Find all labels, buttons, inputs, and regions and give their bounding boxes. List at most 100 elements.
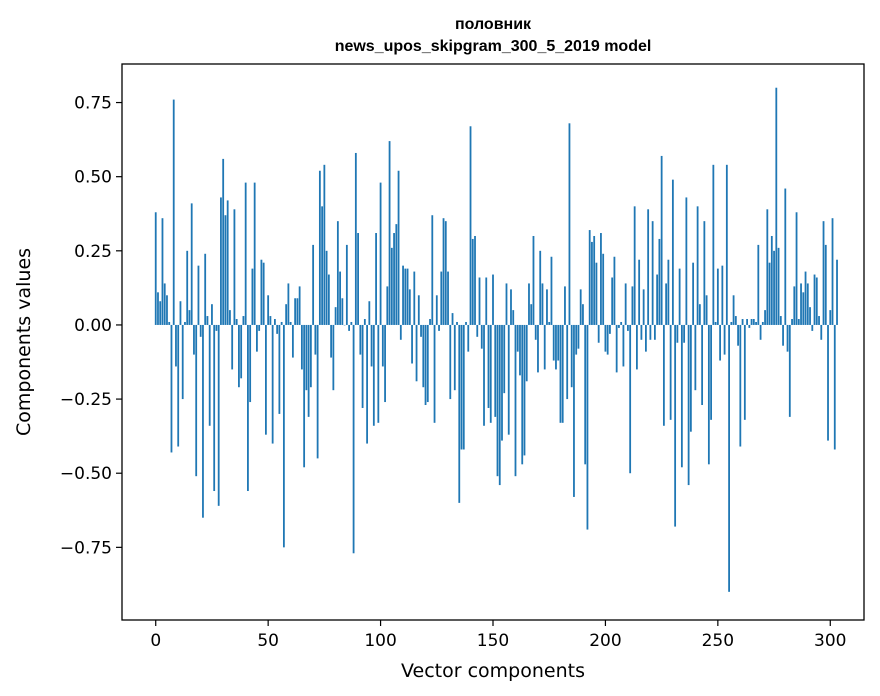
bar: [687, 324, 690, 486]
bar: [213, 324, 216, 492]
bar: [510, 289, 512, 325]
bar: [458, 324, 461, 503]
bar: [222, 158, 225, 325]
x-tick-label: 50: [257, 631, 279, 651]
bar: [595, 262, 598, 325]
bar: [265, 324, 267, 435]
bar: [188, 310, 191, 325]
bar: [384, 324, 386, 403]
bar: [487, 324, 490, 408]
bar: [723, 324, 726, 355]
bar: [795, 212, 798, 325]
y-tick-label: 0.00: [74, 316, 112, 336]
bar: [804, 271, 807, 325]
bar: [390, 247, 393, 325]
bar: [759, 324, 762, 340]
bar: [440, 271, 443, 325]
x-tick-label: 200: [589, 631, 621, 651]
bar: [159, 301, 162, 325]
bar: [413, 271, 416, 325]
bar: [163, 283, 166, 325]
bar: [274, 319, 276, 325]
bar: [154, 212, 157, 325]
bar: [582, 304, 584, 325]
bar: [388, 141, 391, 325]
bar: [197, 265, 200, 325]
bar: [676, 324, 679, 343]
bar: [172, 99, 175, 325]
bar: [714, 321, 717, 325]
bar: [649, 324, 652, 340]
bar: [692, 262, 695, 325]
bar: [833, 324, 836, 450]
bar: [242, 316, 245, 325]
bar: [181, 324, 184, 400]
bar: [613, 256, 616, 325]
x-axis-ticks: 0 50 100 150 200 250 300: [150, 620, 846, 651]
bar: [797, 319, 800, 325]
bar: [602, 253, 605, 325]
bar: [339, 271, 341, 325]
bar: [186, 250, 189, 325]
bar: [815, 277, 818, 325]
bar: [827, 324, 829, 441]
bar: [636, 324, 638, 370]
bar: [193, 324, 195, 355]
bar: [647, 209, 650, 325]
bar-series: [154, 87, 838, 592]
bar: [669, 324, 672, 420]
bar: [521, 324, 524, 465]
bar: [550, 256, 553, 325]
bar: [411, 324, 413, 364]
bar: [546, 289, 548, 325]
bar: [424, 324, 427, 406]
y-tick-label: 0.25: [74, 242, 112, 262]
bar: [208, 324, 211, 426]
bar: [802, 292, 805, 325]
bar: [309, 324, 312, 388]
bar: [276, 324, 279, 334]
bar: [282, 324, 285, 548]
bar: [561, 324, 564, 423]
bar: [238, 324, 240, 388]
bar: [422, 324, 425, 388]
bar: [453, 324, 456, 391]
bar: [750, 319, 753, 325]
bar: [467, 324, 470, 352]
bar: [244, 182, 247, 325]
bar: [217, 324, 220, 506]
bar: [600, 233, 602, 325]
bar: [303, 324, 306, 468]
bar: [689, 324, 692, 432]
bar: [471, 238, 474, 325]
bar: [813, 274, 816, 325]
y-axis-label: Components values: [13, 248, 35, 436]
x-tick-label: 100: [364, 631, 396, 651]
bar: [368, 301, 371, 325]
bar: [480, 324, 483, 349]
bar: [350, 321, 353, 325]
bar: [586, 324, 589, 530]
bar: [743, 324, 746, 420]
x-tick-label: 300: [814, 631, 846, 651]
bar: [375, 233, 377, 325]
bar: [408, 289, 411, 325]
bar: [438, 324, 440, 331]
bar: [402, 265, 404, 325]
bar: [220, 197, 222, 325]
bar: [741, 319, 744, 325]
bar: [307, 324, 310, 417]
bar: [294, 298, 297, 325]
bar: [420, 324, 422, 337]
bar: [788, 324, 791, 417]
bar: [627, 324, 629, 331]
bar: [170, 324, 173, 453]
bar: [417, 295, 420, 325]
bar: [442, 218, 445, 325]
bar: [226, 200, 229, 325]
bar: [485, 277, 488, 325]
bar: [179, 301, 182, 325]
bar: [809, 307, 811, 325]
bar: [831, 218, 834, 325]
bar: [660, 155, 663, 325]
